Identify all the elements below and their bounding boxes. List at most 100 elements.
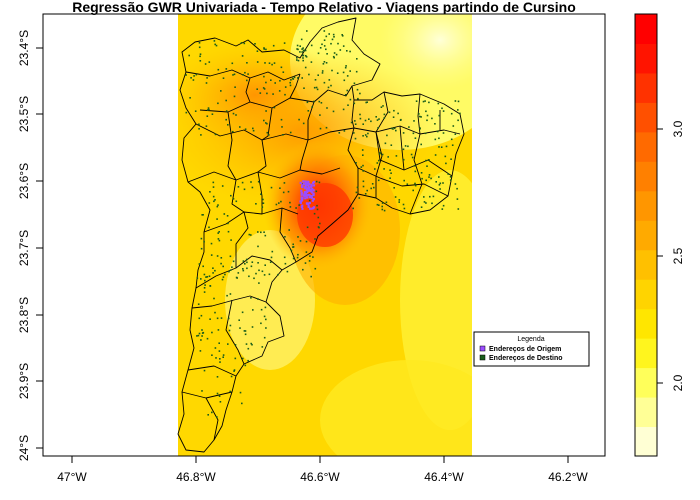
destination-point: [225, 118, 227, 121]
origin-point: [310, 207, 313, 210]
y-tick-label: 23.4°S: [17, 30, 31, 66]
destination-point: [206, 115, 209, 117]
destination-point: [353, 82, 356, 85]
origin-point: [305, 187, 308, 191]
origin-point: [309, 207, 312, 210]
destination-point: [349, 98, 352, 101]
destination-point: [250, 342, 252, 345]
destination-point: [220, 90, 222, 92]
x-tick-label: 47°W: [57, 470, 87, 484]
destination-point: [318, 226, 320, 229]
destination-point: [219, 401, 222, 403]
destination-point: [388, 111, 391, 114]
destination-point: [332, 33, 335, 36]
destination-point: [342, 71, 345, 74]
destination-point: [323, 39, 326, 41]
destination-point: [349, 70, 351, 72]
destination-point: [290, 249, 293, 252]
destination-point: [280, 66, 283, 69]
origin-point: [300, 189, 303, 192]
destination-point: [197, 303, 200, 305]
destination-point: [246, 62, 248, 64]
destination-point: [302, 57, 304, 59]
destination-point: [407, 145, 409, 148]
origin-point: [307, 187, 311, 190]
destination-point: [193, 75, 195, 77]
destination-point: [359, 113, 361, 116]
destination-point: [241, 181, 244, 184]
destination-point: [257, 180, 260, 183]
colorbar-ticks: [657, 128, 663, 384]
destination-address-points: [185, 30, 461, 418]
destination-point: [333, 56, 335, 59]
destination-point: [279, 187, 281, 189]
destination-point: [381, 208, 384, 211]
destination-point: [200, 247, 203, 250]
destination-point: [241, 402, 243, 405]
destination-point: [420, 116, 422, 118]
destination-point: [289, 131, 292, 134]
destination-point: [312, 256, 314, 258]
destination-point: [325, 48, 327, 51]
destination-point: [313, 100, 315, 103]
destination-point: [290, 79, 292, 81]
destination-point: [203, 240, 205, 243]
x-axis: [71, 455, 570, 463]
destination-point: [222, 265, 224, 268]
destination-point: [434, 138, 437, 141]
destination-point: [423, 196, 425, 198]
origin-point: [307, 205, 310, 208]
destination-point: [429, 195, 431, 198]
destination-point: [260, 322, 262, 325]
destination-point: [412, 132, 415, 135]
destination-point: [395, 129, 397, 132]
destination-point: [418, 115, 421, 118]
destination-point: [198, 332, 201, 335]
destination-point: [225, 68, 228, 70]
destination-point: [297, 48, 299, 51]
destination-point: [392, 128, 394, 130]
destination-point: [215, 357, 217, 359]
destination-point: [208, 61, 211, 63]
destination-point: [306, 101, 309, 104]
destination-point: [424, 100, 426, 102]
destination-point: [223, 213, 226, 215]
destination-point: [418, 113, 420, 115]
destination-point: [212, 272, 214, 274]
colorbar-band: [635, 249, 657, 280]
destination-point: [457, 100, 460, 103]
destination-point: [190, 77, 192, 79]
origin-point: [300, 205, 303, 208]
destination-point: [257, 298, 259, 300]
destination-point: [456, 187, 458, 190]
origin-point: [305, 196, 309, 199]
destination-point: [319, 114, 321, 116]
destination-point: [289, 206, 292, 208]
destination-point: [362, 123, 364, 125]
destination-point: [261, 206, 264, 208]
destination-point: [414, 170, 417, 173]
destination-point: [323, 45, 326, 47]
destination-point: [265, 122, 267, 124]
destination-point: [314, 267, 317, 270]
destination-point: [313, 212, 316, 215]
destination-point: [356, 186, 359, 189]
destination-point: [296, 59, 298, 61]
destination-point: [293, 76, 296, 79]
destination-point: [273, 106, 276, 109]
destination-point: [362, 180, 365, 183]
destination-point: [342, 45, 345, 47]
destination-point: [438, 146, 440, 148]
destination-point: [352, 207, 354, 210]
x-tick-label: 46.6°W: [300, 470, 340, 484]
destination-point: [206, 276, 209, 278]
destination-point: [283, 182, 286, 184]
origin-point: [310, 195, 313, 198]
destination-point: [317, 216, 320, 219]
destination-point: [310, 275, 312, 278]
destination-point: [220, 317, 223, 319]
destination-point: [201, 390, 203, 392]
destination-point: [295, 207, 297, 209]
destination-point: [239, 391, 242, 394]
destination-point: [308, 260, 311, 262]
